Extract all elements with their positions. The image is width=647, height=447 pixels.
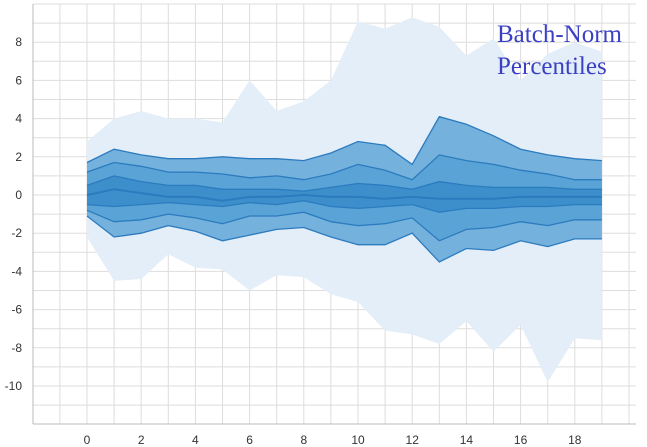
y-tick-label: 4: [15, 112, 22, 126]
y-tick-label: 8: [15, 35, 22, 49]
chart-title: Batch-Norm Percentiles: [497, 21, 623, 80]
x-tick-label: 2: [138, 433, 145, 447]
percentile-lines: [86, 115, 602, 263]
x-tick-label: 6: [246, 433, 253, 447]
y-tick-label: 2: [15, 150, 22, 164]
band-4-upper-line: [86, 175, 602, 192]
x-tick-label: 0: [84, 433, 91, 447]
y-tick-label: 0: [15, 188, 22, 202]
x-tick-label: 16: [514, 433, 528, 447]
band-3-upper-line: [86, 154, 602, 181]
y-tick-label: -8: [11, 341, 22, 355]
x-tick-label: 18: [568, 433, 582, 447]
median-line: [86, 188, 602, 202]
chart-title-line-2: Percentiles: [497, 53, 607, 80]
x-tick-label: 8: [300, 433, 307, 447]
band-2-lower-line: [86, 215, 602, 263]
band-4-lower-line: [86, 200, 602, 213]
tick-labels: 0 2 4 6 8 10 12 14 16 18 8 6 4 2 0 -2 -4 -6 -8 -10: [5, 35, 582, 447]
y-tick-label: -6: [11, 303, 22, 317]
x-tick-label: 10: [351, 433, 365, 447]
band-2-upper-line: [86, 115, 602, 166]
x-tick-label: 4: [192, 433, 199, 447]
y-tick-label: 6: [15, 73, 22, 87]
y-tick-label: -2: [11, 226, 22, 240]
percentile-bands: [87, 17, 602, 383]
y-tick-label: -10: [5, 379, 23, 393]
x-tick-label: 14: [460, 433, 474, 447]
x-tick-label: 12: [406, 433, 420, 447]
chart-title-line-1: Batch-Norm: [497, 21, 623, 48]
band-3-lower-line: [86, 209, 602, 242]
percentile-band-4: [87, 175, 602, 213]
y-tick-label: -4: [11, 264, 22, 278]
